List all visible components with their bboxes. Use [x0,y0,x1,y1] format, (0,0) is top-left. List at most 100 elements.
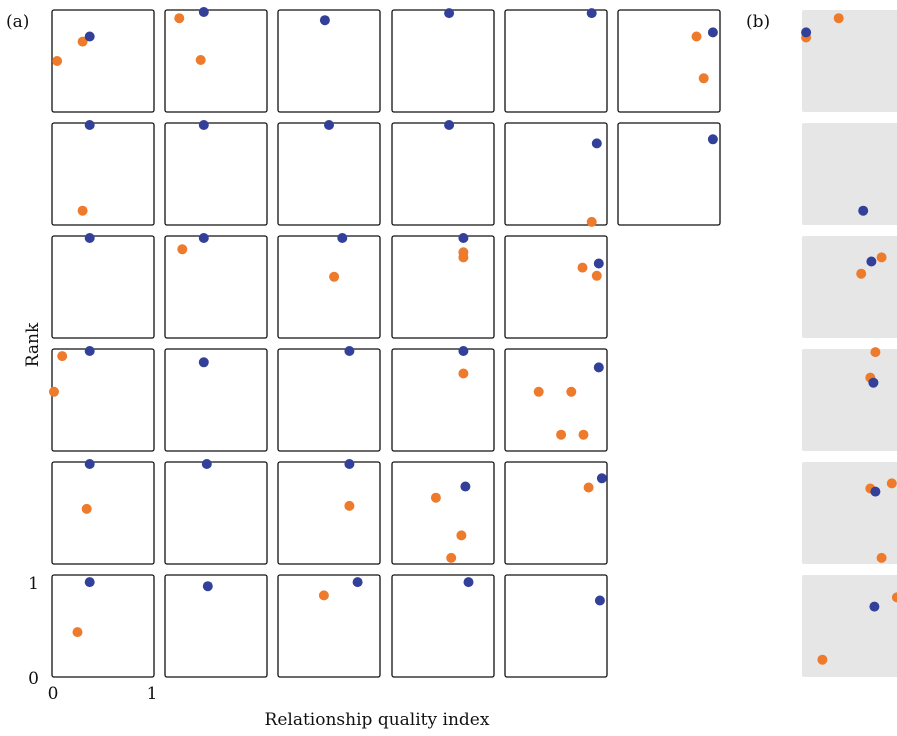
scatter-panel-a-r3-c5 [504,235,608,339]
scatter-panel-a-r2-c1 [51,120,155,226]
panel-frame [164,574,268,678]
orange-point [456,530,467,541]
scatter-panel-b-r5 [802,462,897,564]
panel-frame [51,122,155,226]
blue-point [324,120,334,130]
x-axis-label: Relationship quality index [265,710,490,730]
panel-frame [802,236,897,338]
scatter-panel-a-r5-c1 [51,459,155,565]
orange-point [458,252,469,263]
blue-point [319,15,330,26]
orange-point [586,216,597,227]
blue-point [444,120,455,130]
orange-point [578,429,589,440]
orange-point [77,205,88,216]
blue-point [84,120,95,130]
scatter-panel-a-r5-c3 [277,459,381,565]
scatter-panel-b-r3 [802,236,897,338]
scatter-panel-a-r3-c2 [164,233,268,339]
panel-frame [802,10,897,112]
orange-point [591,270,602,281]
blue-point [458,346,469,356]
orange-point [177,244,188,255]
small-multiples-b [801,10,897,677]
scatter-panel-a-r1-c4 [391,8,495,113]
orange-point [891,592,897,603]
scatter-panel-b-r1 [801,10,897,112]
panel-frame [164,235,268,339]
panel-frame [504,9,608,113]
panel-frame [277,122,381,226]
orange-point [856,268,867,279]
blue-point [593,258,604,269]
scatter-panel-a-r4-c5 [504,348,608,452]
blue-point [198,233,209,243]
blue-point [84,459,95,469]
panel-frame [277,9,381,113]
scatter-panel-a-r4-c3 [277,346,381,452]
scatter-panel-a-r6-c2 [164,574,268,678]
small-multiples-a [49,7,721,678]
orange-point [57,351,68,362]
panel-frame [391,9,495,113]
orange-point [817,654,828,665]
scatter-panel-a-r3-c3 [277,233,381,339]
orange-point [430,492,441,503]
orange-point [886,478,897,489]
panel-frame [504,348,608,452]
scatter-panel-a-r2-c4 [391,120,495,226]
panel-b-label: (b) [746,12,770,32]
orange-point [72,627,83,638]
orange-point [329,271,340,282]
panel-frame [391,235,495,339]
panel-frame [802,349,897,451]
panel-frame [51,348,155,452]
scatter-panel-a-r5-c4 [391,461,495,565]
blue-point [594,595,605,606]
panel-frame [391,348,495,452]
panel-frame [802,123,897,225]
x-tick-0: 0 [48,684,59,704]
orange-point [577,262,588,273]
blue-point [707,27,718,38]
scatter-panel-a-r6-c3 [277,574,381,678]
blue-point [84,233,95,243]
panel-a-label: (a) [6,12,29,32]
panel-frame [51,235,155,339]
panel-frame [164,9,268,113]
panel-frame [617,122,721,226]
orange-point [566,386,577,397]
orange-point [318,590,329,601]
orange-point [833,13,844,24]
blue-point [870,486,881,497]
scatter-panel-a-r6-c4 [391,574,495,678]
blue-point [344,346,355,356]
panel-frame [51,574,155,678]
blue-point [84,31,95,42]
panel-frame [802,462,897,564]
panel-frame [164,122,268,226]
blue-point [344,459,355,469]
scatter-panel-a-r4-c2 [164,348,268,452]
panel-frame [504,461,608,565]
blue-point [868,377,879,388]
panel-frame [51,461,155,565]
orange-point [556,429,567,440]
blue-point [586,8,597,19]
orange-point [49,386,59,397]
blue-point [460,481,471,492]
scatter-panel-a-r6-c1 [51,574,155,678]
panel-frame [802,575,897,677]
scatter-panel-b-r6 [802,575,897,677]
scatter-panel-a-r5-c2 [164,459,268,565]
orange-point [195,55,206,65]
panel-frame [164,348,268,452]
panel-frame [504,235,608,339]
blue-point [707,134,718,145]
panel-frame [277,461,381,565]
panel-frame [504,122,608,226]
scatter-panel-a-r3-c1 [51,233,155,339]
y-tick-1: 1 [28,574,39,594]
blue-point [591,138,602,149]
